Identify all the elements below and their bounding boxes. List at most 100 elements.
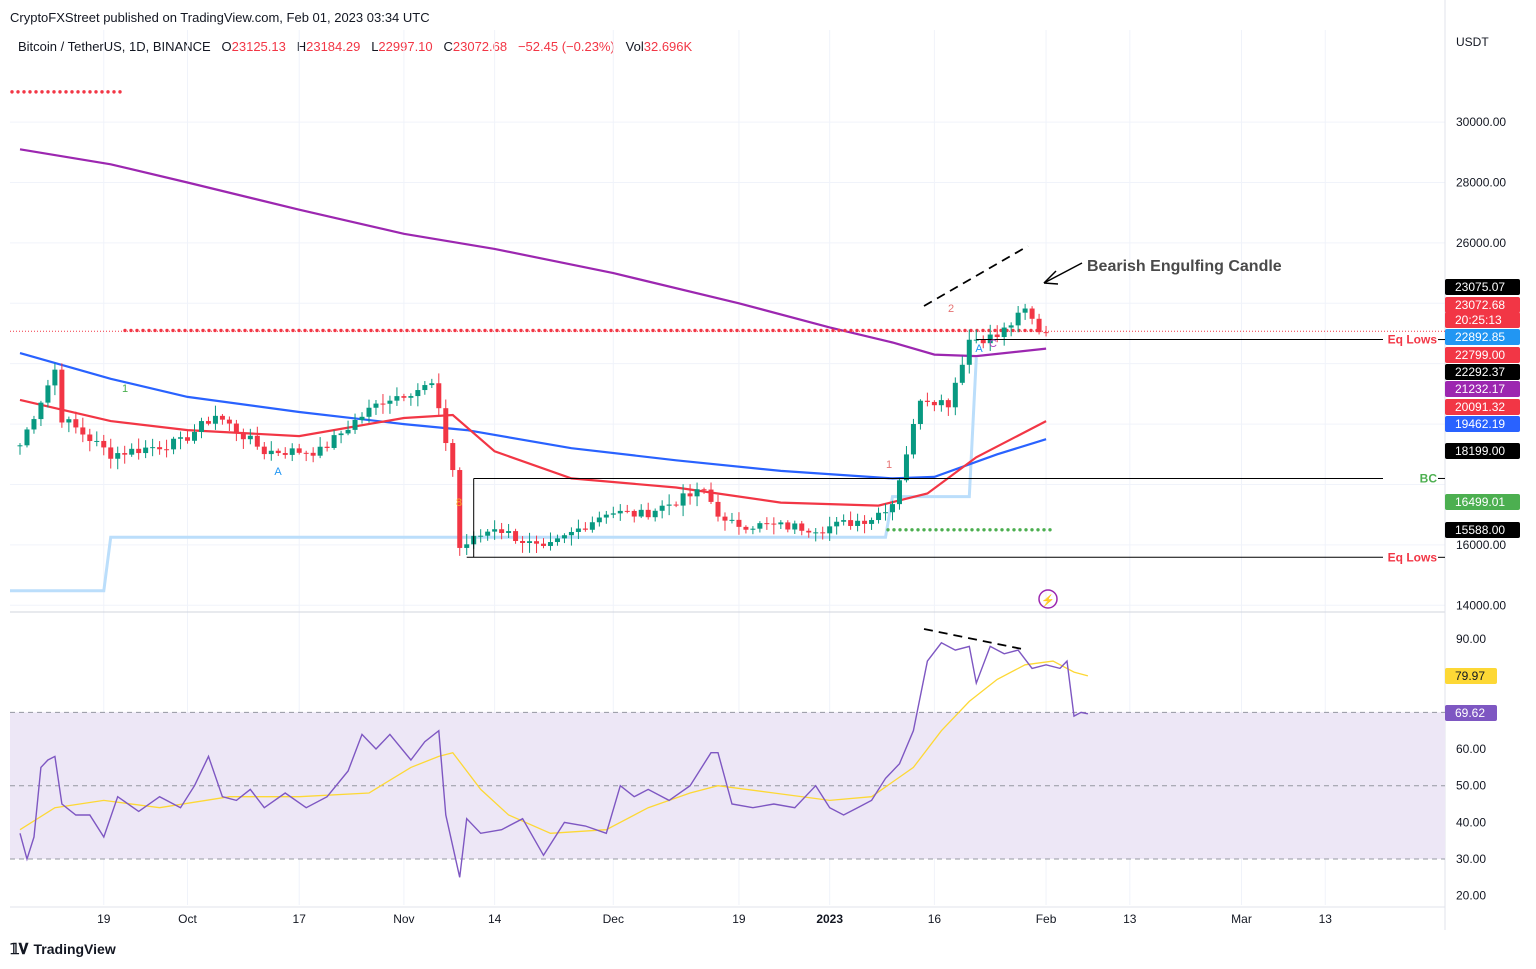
price-tag-label: 22892.85 [1455,330,1505,344]
red-dotted-level-top-dot [94,90,98,94]
candle-body [778,522,784,525]
candle-body [799,523,805,531]
candle-body [827,526,833,534]
candle-body [687,493,693,497]
candle-body [582,528,588,530]
candle-body [178,437,184,439]
price-tick-label: 14000.00 [1456,598,1506,612]
red-dotted-level-top-dot [64,90,68,94]
candle-body [122,453,128,455]
price-tag [1445,416,1520,432]
red-dotted-level-top-dot [100,90,104,94]
change-value: −52.45 (−0.23%) [517,39,615,54]
time-tick-label: Mar [1231,912,1252,926]
footer-brand[interactable]: 𝟙𝐕 TradingView [10,940,116,958]
candle-body [785,522,791,530]
green-dotted-level-dot [994,528,998,532]
rsi-tick-label: 50.00 [1456,779,1486,793]
supertrend-line [10,357,978,593]
candle-body [422,385,428,391]
price-tag-label: 20:25:13 [1455,313,1502,327]
candle-body [952,382,958,408]
rsi-tick-label: 60.00 [1456,742,1486,756]
price-tag [1445,279,1520,295]
candle-body [631,510,637,517]
candle-body [226,419,232,424]
candle-body [164,449,170,451]
candle-body [143,447,149,454]
price-tick-label: 16000.00 [1456,538,1506,552]
candle-body [715,501,721,517]
candle-body [841,520,847,522]
candle-body [359,416,365,420]
candle-body [352,419,358,430]
green-dotted-level-dot [892,528,896,532]
green-dotted-level-dot [964,528,968,532]
red-dotted-level-top-dot [34,90,38,94]
candle-body [185,437,191,441]
green-dotted-level-dot [988,528,992,532]
candle-body [317,446,323,456]
ema-50-line [19,398,1047,507]
green-dotted-level-dot [1006,528,1010,532]
price-tag [1445,297,1520,313]
candle-body [443,408,449,444]
candle-body [1029,308,1035,319]
candle-body [527,541,533,543]
red-dotted-level-top-dot [106,90,110,94]
level-label: Eq Lows [1388,550,1438,564]
green-dotted-level-dot [952,528,956,532]
candle-body [1043,332,1049,334]
alert-icon [1038,589,1058,609]
volume-value: 32.696K [643,39,693,54]
candle-body [973,339,979,341]
red-dotted-level-top-dot [118,90,122,94]
candle-body [638,509,644,517]
candle-body [115,453,121,459]
rsi-tick-label: 20.00 [1456,889,1486,903]
candle-body [834,521,840,527]
candle-body [129,448,135,455]
pattern-marker: C [989,338,997,350]
candle-body [436,383,442,409]
price-tick-label: 30000.00 [1456,115,1506,129]
candle-body [101,440,107,448]
tradingview-logo-icon: 𝟙𝐕 [10,941,28,958]
price-tag-label: 23072.68 [1455,298,1505,312]
publisher-line: CryptoFXStreet published on TradingView.… [10,10,430,25]
candle-body [792,523,798,530]
price-tag [1445,399,1520,415]
time-tick-label: Dec [603,912,624,926]
candle-body [254,435,260,447]
red-dotted-level-top-dot [70,90,74,94]
candle-body [694,489,700,497]
green-dotted-level-dot [1042,528,1046,532]
candle-body [59,369,65,423]
candle-body [415,390,421,397]
red-dotted-level-top-dot [112,90,116,94]
candle-body [813,532,819,534]
pattern-marker: 1 [122,383,128,395]
close-value: 23072.68 [452,39,508,54]
lightning-icon: ⚡ [1041,594,1055,607]
symbol-legend: Bitcoin / TetherUS, 1D, BINANCE O23125.1… [18,39,692,54]
candle-body [575,528,581,532]
candle-body [87,434,93,442]
price-tag [1445,381,1520,397]
candle-body [945,400,951,408]
candle-body [324,446,330,448]
candle-body [603,514,609,518]
candle-body [296,448,302,453]
symbol-name[interactable]: Bitcoin / TetherUS, 1D, BINANCE [18,39,211,54]
time-tick-label: 13 [1319,912,1333,926]
price-tag-label: 16499.01 [1455,495,1505,509]
candle-body [171,438,177,450]
candle-body [492,529,498,532]
candle-body [652,510,658,518]
candle-body [917,400,923,425]
green-dotted-level [886,528,1052,532]
annotation-label: Bearish Engulfing Candle [1087,258,1282,275]
rsi-tick-label: 30.00 [1456,852,1486,866]
candle-body [743,526,749,530]
